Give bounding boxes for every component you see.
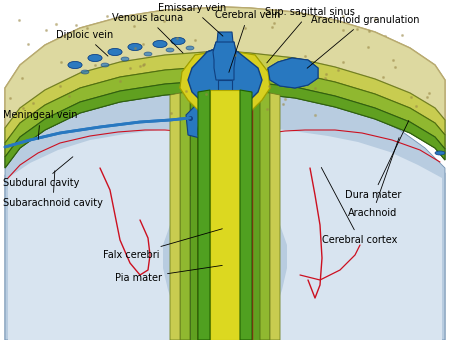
Ellipse shape	[186, 46, 194, 50]
Ellipse shape	[88, 54, 102, 62]
Polygon shape	[216, 32, 234, 60]
Ellipse shape	[121, 57, 129, 61]
Ellipse shape	[171, 37, 185, 45]
Polygon shape	[260, 92, 270, 340]
Polygon shape	[5, 51, 445, 143]
Polygon shape	[5, 66, 445, 157]
Polygon shape	[180, 92, 190, 340]
Polygon shape	[218, 80, 232, 110]
Polygon shape	[260, 128, 442, 340]
Polygon shape	[180, 50, 270, 113]
Polygon shape	[213, 42, 236, 80]
Polygon shape	[5, 66, 445, 157]
Text: Arachnoid granulation: Arachnoid granulation	[307, 15, 419, 68]
Text: Subarachnoid cavity: Subarachnoid cavity	[3, 171, 103, 208]
Ellipse shape	[68, 62, 82, 68]
Ellipse shape	[101, 63, 109, 67]
Polygon shape	[188, 48, 262, 107]
Polygon shape	[213, 42, 236, 80]
Text: Pia mater: Pia mater	[115, 266, 222, 283]
Polygon shape	[240, 90, 252, 340]
Ellipse shape	[166, 48, 174, 52]
Ellipse shape	[81, 70, 89, 74]
Ellipse shape	[171, 37, 185, 45]
Ellipse shape	[128, 44, 142, 51]
Ellipse shape	[153, 40, 167, 48]
Text: Venous lacuna: Venous lacuna	[112, 13, 184, 53]
Polygon shape	[186, 103, 212, 175]
Polygon shape	[270, 93, 280, 340]
Text: Subdural cavity: Subdural cavity	[3, 157, 79, 188]
Polygon shape	[240, 90, 252, 340]
Ellipse shape	[144, 52, 152, 56]
Polygon shape	[5, 7, 445, 128]
Polygon shape	[218, 80, 232, 110]
Polygon shape	[5, 51, 445, 143]
Polygon shape	[210, 90, 240, 340]
Polygon shape	[198, 90, 210, 340]
Polygon shape	[190, 108, 198, 195]
Polygon shape	[188, 48, 262, 107]
Polygon shape	[268, 58, 318, 88]
Text: Meningeal vein: Meningeal vein	[3, 110, 77, 139]
Polygon shape	[5, 92, 198, 340]
Polygon shape	[252, 92, 445, 340]
Polygon shape	[198, 90, 210, 340]
Polygon shape	[188, 48, 262, 107]
Ellipse shape	[108, 49, 122, 55]
Polygon shape	[8, 128, 190, 340]
Text: Emissary vein: Emissary vein	[158, 3, 226, 36]
Ellipse shape	[435, 151, 445, 155]
Ellipse shape	[153, 40, 167, 48]
Ellipse shape	[68, 62, 82, 68]
Polygon shape	[180, 50, 270, 113]
Ellipse shape	[128, 44, 142, 51]
Polygon shape	[5, 80, 445, 168]
Polygon shape	[268, 58, 318, 88]
Text: Arachnoid: Arachnoid	[348, 138, 399, 218]
Ellipse shape	[108, 49, 122, 55]
Polygon shape	[5, 108, 190, 340]
Ellipse shape	[88, 54, 102, 62]
Polygon shape	[170, 93, 180, 340]
Polygon shape	[190, 92, 198, 340]
Text: Sup. sagittal sinus: Sup. sagittal sinus	[265, 7, 355, 63]
Polygon shape	[5, 7, 445, 128]
Text: Cerebral cortex: Cerebral cortex	[321, 168, 397, 245]
Polygon shape	[210, 90, 240, 340]
Polygon shape	[5, 128, 445, 340]
Polygon shape	[252, 92, 260, 340]
Text: Dura mater: Dura mater	[345, 120, 409, 200]
Text: Falx cerebri: Falx cerebri	[103, 229, 222, 260]
Text: Diploic vein: Diploic vein	[56, 30, 113, 56]
Text: Cerebral vein: Cerebral vein	[215, 10, 281, 72]
Polygon shape	[5, 80, 445, 168]
